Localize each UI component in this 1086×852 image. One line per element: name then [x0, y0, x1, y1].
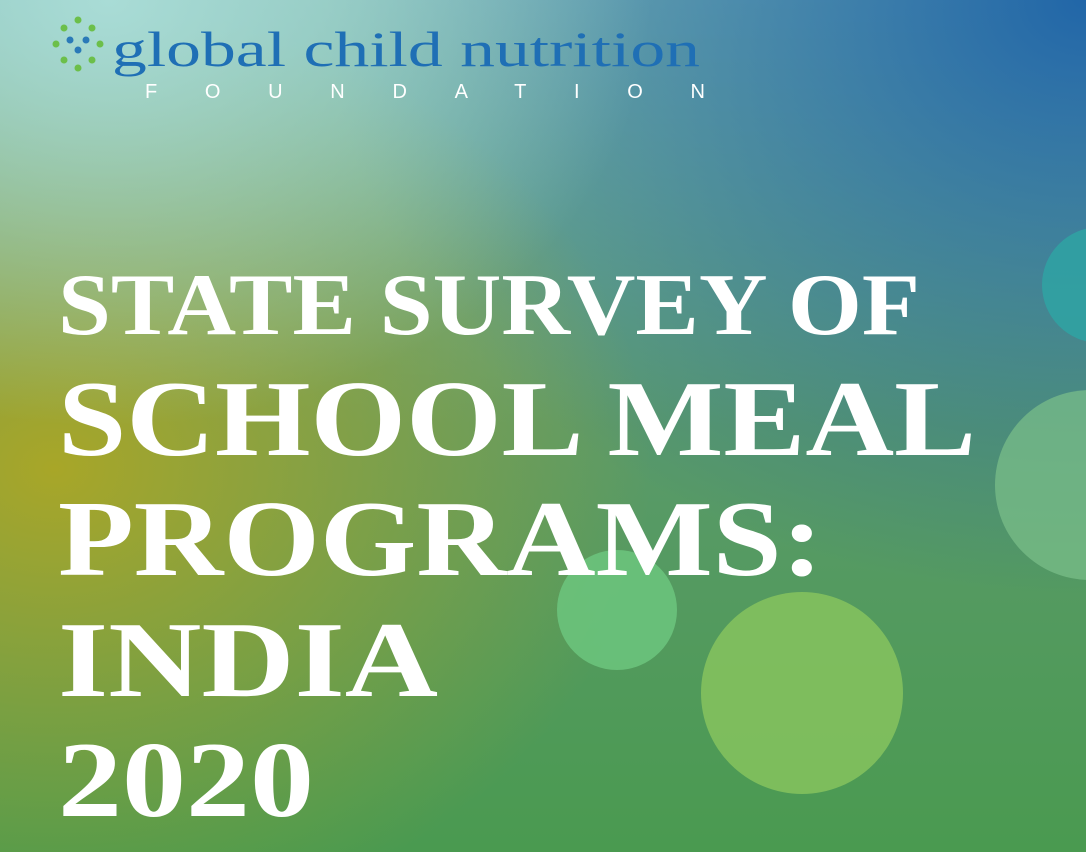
deco-circle — [701, 592, 903, 794]
title-line: SCHOOL MEAL — [58, 360, 976, 479]
logo-name: global child nutrition — [112, 21, 700, 77]
deco-circle — [1042, 228, 1086, 342]
title-line: PROGRAMS: — [58, 480, 823, 599]
title-line: STATE SURVEY OF — [58, 257, 920, 354]
deco-circle — [995, 390, 1086, 580]
deco-circle — [557, 550, 677, 670]
logo-icon — [52, 16, 104, 72]
title-line: 2020 — [58, 721, 314, 840]
title-line: INDIA — [58, 601, 438, 720]
